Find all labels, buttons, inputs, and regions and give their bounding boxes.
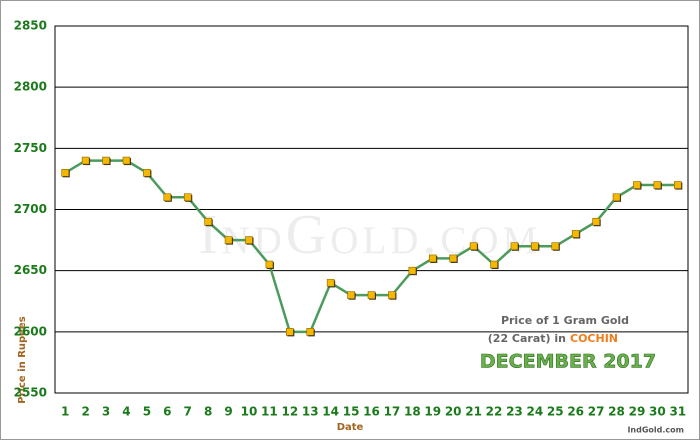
x-tick-label: 7	[184, 405, 192, 419]
x-tick-label: 4	[122, 405, 130, 419]
x-tick-label: 16	[363, 405, 380, 419]
y-tick-label: 2600	[14, 324, 47, 338]
y-tick-label: 2650	[14, 263, 47, 277]
x-tick-label: 12	[281, 405, 298, 419]
x-tick-label: 22	[486, 405, 503, 419]
marker	[571, 230, 580, 238]
marker	[388, 291, 396, 299]
marker	[449, 254, 457, 263]
y-tick-label: 2700	[14, 202, 47, 216]
marker	[633, 181, 641, 189]
x-tick-label: 15	[343, 405, 360, 419]
marker	[306, 328, 315, 336]
x-tick-label: 28	[608, 405, 625, 419]
x-tick-label: 29	[629, 405, 646, 419]
x-tick-label: 3	[102, 405, 110, 419]
plot-area	[54, 25, 689, 394]
footer: IndGold.com	[627, 426, 684, 435]
y-tick-label: 2800	[14, 80, 47, 94]
marker	[428, 254, 437, 263]
marker	[347, 291, 355, 299]
y-axis-label: Price in Rupees	[17, 316, 28, 403]
x-tick-label: 11	[261, 405, 278, 419]
x-tick-label: 5	[143, 405, 151, 419]
info-carat: (22 Carat) in	[488, 332, 566, 345]
watermark: IndGold.com	[199, 204, 541, 266]
x-tick-label: 2	[81, 405, 89, 419]
marker	[612, 193, 621, 202]
x-tick-label: 13	[302, 405, 319, 419]
marker	[673, 181, 682, 189]
marker	[163, 193, 172, 202]
marker	[326, 279, 335, 287]
marker	[61, 169, 70, 177]
x-tick-label: 24	[527, 405, 544, 419]
x-tick-label: 1	[61, 405, 69, 419]
x-tick-label: 10	[241, 405, 258, 419]
marker	[143, 169, 151, 177]
info-month: DECEMBER 2017	[480, 351, 656, 373]
x-tick-label: 9	[224, 405, 232, 419]
marker	[122, 156, 131, 165]
marker	[183, 193, 192, 202]
x-tick-label: 30	[649, 405, 666, 419]
marker	[531, 242, 539, 250]
marker	[245, 236, 253, 244]
info-city: COCHIN	[570, 332, 618, 345]
x-tick-label: 17	[384, 405, 401, 419]
x-tick-label: 6	[163, 405, 171, 419]
x-tick-label: 26	[567, 405, 584, 419]
marker	[265, 260, 274, 269]
marker	[408, 266, 417, 275]
marker	[286, 328, 294, 336]
marker	[81, 156, 90, 165]
x-tick-label: 27	[588, 405, 605, 419]
x-tick-label: 19	[424, 405, 441, 419]
y-tick-label: 2850	[14, 19, 47, 33]
marker	[592, 217, 600, 226]
x-tick-label: 20	[445, 405, 462, 419]
marker	[490, 260, 498, 269]
marker	[224, 236, 233, 244]
x-tick-label: 23	[506, 405, 523, 419]
x-tick-label: 18	[404, 405, 421, 419]
marker	[551, 242, 560, 250]
marker	[469, 242, 478, 250]
x-tick-label: 25	[547, 405, 564, 419]
marker	[367, 291, 376, 299]
marker	[204, 217, 212, 226]
x-tick-label: 14	[322, 405, 339, 419]
y-tick-label: 2750	[14, 141, 47, 155]
x-tick-label: 21	[465, 405, 482, 419]
info-title: Price of 1 Gram Gold	[501, 314, 629, 327]
marker	[102, 156, 110, 165]
marker	[653, 181, 662, 189]
y-tick-label: 2550	[14, 386, 47, 400]
x-tick-label: 31	[669, 405, 686, 419]
x-tick-label: 8	[204, 405, 212, 419]
x-axis-label: Date	[337, 422, 364, 433]
marker	[510, 242, 519, 250]
